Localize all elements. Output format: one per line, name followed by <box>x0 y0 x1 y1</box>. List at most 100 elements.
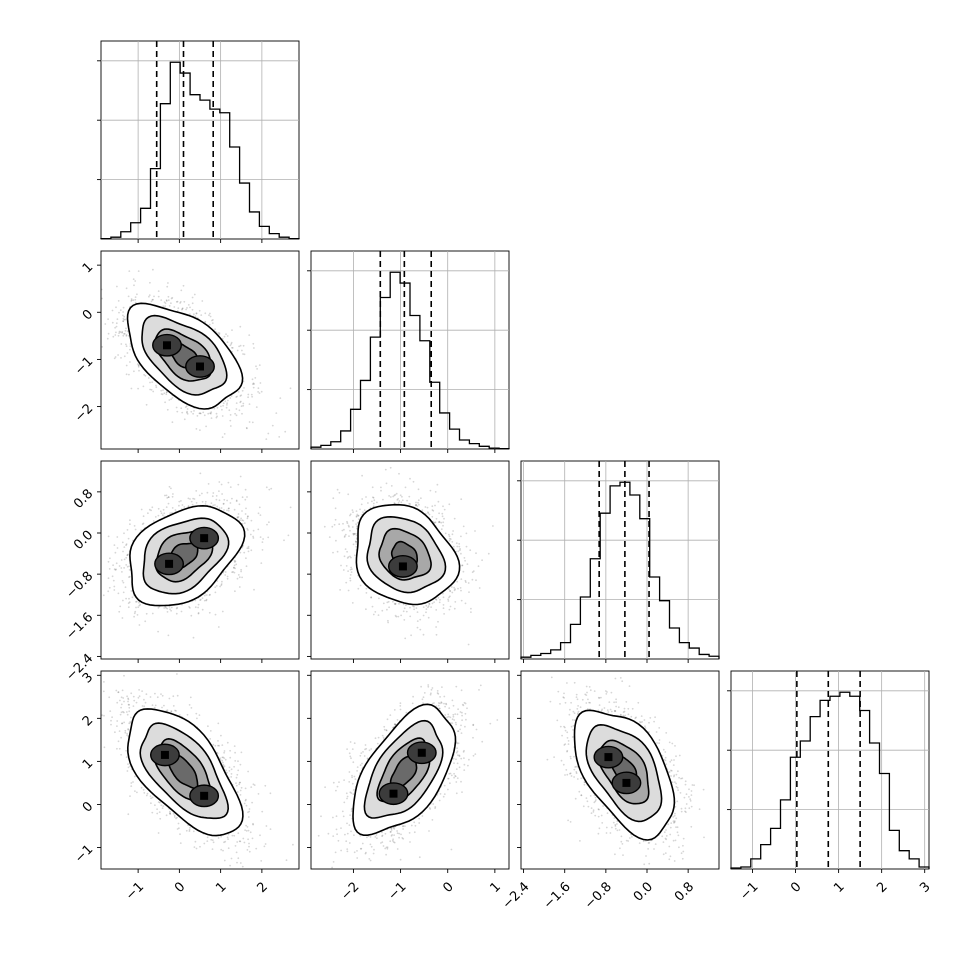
scatter-point <box>101 346 104 348</box>
scatter-point <box>260 390 263 393</box>
scatter-point <box>122 599 124 602</box>
scatter-point <box>122 591 125 594</box>
scatter-point <box>129 361 131 363</box>
scatter-point <box>253 588 255 591</box>
scatter-point <box>138 604 141 607</box>
scatter-point <box>254 377 257 379</box>
scatter-point <box>107 560 110 563</box>
scatter-point <box>226 335 229 337</box>
scatter-point <box>193 313 195 316</box>
scatter-point <box>167 502 170 505</box>
scatter-point <box>165 391 168 393</box>
hist-panel-2 <box>517 460 720 663</box>
scatter-point <box>148 294 151 296</box>
scatter-point <box>125 335 128 337</box>
scatter-point <box>181 308 183 311</box>
scatter-point <box>197 606 200 609</box>
scatter-point <box>249 533 252 536</box>
scatter-point <box>114 356 117 358</box>
scatter-point <box>117 354 119 356</box>
scatter-point <box>220 584 223 587</box>
scatter-point <box>141 523 144 526</box>
scatter-point <box>164 606 167 608</box>
scatter-point <box>127 295 130 298</box>
scatter-point <box>155 384 157 387</box>
contour-line-1-0-0 <box>126 302 244 410</box>
scatter-point <box>122 306 125 309</box>
scatter-point <box>226 577 229 580</box>
scatter-point <box>226 509 228 512</box>
scatter-point <box>126 554 129 556</box>
scatter-point <box>130 590 133 592</box>
scatter-point <box>256 368 258 370</box>
scatter-point <box>239 475 242 478</box>
scatter-point <box>253 347 255 349</box>
scatter-point <box>133 615 136 618</box>
scatter-point <box>165 494 168 497</box>
scatter-point <box>198 412 201 415</box>
scatter-point <box>223 498 226 501</box>
scatter-point <box>155 386 158 389</box>
scatter-point <box>192 497 195 500</box>
scatter-point <box>189 607 191 609</box>
scatter-point <box>111 321 114 324</box>
scatter-point <box>226 402 229 405</box>
scatter-point <box>175 607 178 610</box>
scatter-point <box>240 570 243 573</box>
scatter-point <box>138 369 140 372</box>
scatter-point <box>180 289 183 292</box>
scatter-point <box>135 600 138 603</box>
scatter-point <box>202 411 205 414</box>
scatter-point <box>126 565 129 568</box>
scatter-point <box>143 373 146 376</box>
scatter-point <box>157 630 160 633</box>
scatter-point <box>205 425 208 428</box>
scatter-point <box>136 293 138 296</box>
scatter-point <box>151 381 154 383</box>
scatter-point <box>126 529 129 531</box>
scatter-point <box>236 395 239 398</box>
scatter-point <box>214 613 217 616</box>
scatter-point <box>239 395 242 397</box>
scatter-point <box>128 601 131 604</box>
scatter-point <box>127 373 130 376</box>
scatter-point <box>123 532 125 535</box>
scatter-point <box>129 348 131 351</box>
scatter-point <box>221 415 224 417</box>
scatter-point <box>191 503 194 506</box>
scatter-point <box>133 525 136 527</box>
scatter-point <box>241 349 243 352</box>
scatter-point <box>171 296 174 299</box>
scatter-point <box>137 270 140 272</box>
scatter-point <box>166 408 169 411</box>
scatter-point <box>231 571 234 574</box>
scatter-point <box>115 306 117 309</box>
scatter-point <box>84 302 86 304</box>
scatter-point <box>236 516 239 519</box>
scatter-point <box>119 331 122 333</box>
scatter-point <box>136 614 139 616</box>
scatter-point <box>199 429 201 431</box>
scatter-point <box>114 334 117 336</box>
hist-line-2 <box>520 481 720 659</box>
scatter-point <box>113 568 116 571</box>
scatter-point <box>125 287 128 290</box>
scatter-point <box>183 418 186 421</box>
scatter-point <box>244 498 247 501</box>
scatter-point <box>238 576 241 579</box>
scatter-point <box>259 536 262 538</box>
scatter-point <box>210 417 213 419</box>
scatter-point <box>113 357 116 360</box>
scatter-point <box>123 315 126 318</box>
scatter-point <box>123 355 126 358</box>
scatter-point <box>168 399 171 401</box>
scatter-point <box>133 612 136 615</box>
scatter-point <box>191 308 194 311</box>
scatter-point <box>162 508 165 511</box>
scatter-point <box>167 634 170 637</box>
scatter-point <box>223 509 225 511</box>
scatter-point <box>211 319 213 322</box>
scatter-point <box>229 344 232 347</box>
scatter-point <box>217 332 220 334</box>
